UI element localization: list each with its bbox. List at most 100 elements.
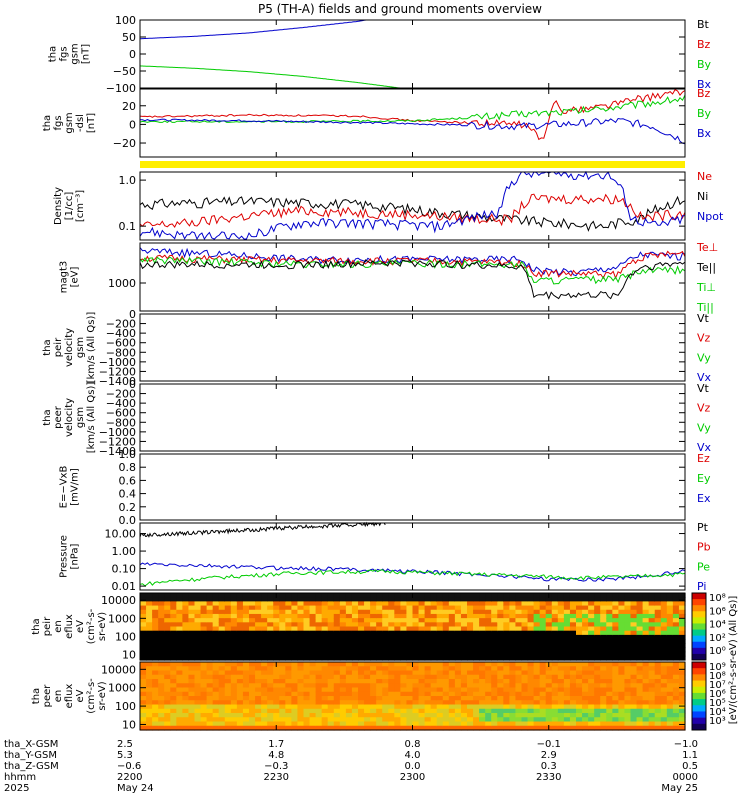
spectrogram-cell xyxy=(140,655,147,661)
spectrogram-cell xyxy=(479,622,486,628)
series-bx xyxy=(140,19,386,40)
spectrogram-cell xyxy=(533,696,541,701)
spectrogram-cell xyxy=(636,647,644,653)
spectrogram-cell xyxy=(394,634,401,640)
spectrogram-cell xyxy=(176,597,183,602)
spectrogram-cell xyxy=(242,626,250,632)
spectrogram-cell xyxy=(527,639,535,644)
spectrogram-cell xyxy=(158,626,165,632)
spectrogram-cell xyxy=(212,593,220,598)
spectrogram-cell xyxy=(460,630,468,636)
spectrogram-cell xyxy=(382,626,389,632)
spectrogram-cell xyxy=(206,674,214,680)
spectrogram-cell xyxy=(358,618,365,623)
spectrogram-cell xyxy=(642,725,650,731)
spectrogram-cell xyxy=(636,683,644,689)
spectrogram-cell xyxy=(279,704,286,710)
spectrogram-cell xyxy=(594,605,601,611)
spectrogram-cell xyxy=(230,691,238,697)
spectrogram-cell xyxy=(339,666,347,672)
spectrogram-cell xyxy=(448,666,456,672)
spectrogram-cell xyxy=(297,691,305,697)
spectrogram-cell xyxy=(236,696,244,701)
spectrogram-cell xyxy=(285,696,292,701)
spectrogram-cell xyxy=(315,725,323,731)
spectrogram-cell xyxy=(291,725,299,731)
spectrogram-cell xyxy=(582,643,589,649)
spectrogram-cell xyxy=(267,622,274,628)
yellow-flag-bar xyxy=(140,161,685,168)
spectrogram-cell xyxy=(394,670,401,676)
spectrogram-cell xyxy=(600,597,607,602)
spectrogram-cell xyxy=(569,609,577,615)
spectrogram-cell xyxy=(672,630,680,636)
spectrogram-cell xyxy=(182,662,190,667)
y-tick-label: −400 xyxy=(106,327,136,340)
spectrogram-cell xyxy=(255,691,262,697)
spectrogram-cell xyxy=(473,717,480,723)
spectrogram-cell xyxy=(146,593,153,598)
spectrogram-cell xyxy=(164,630,171,636)
spectrogram-cell xyxy=(654,630,662,636)
spectrogram-cell xyxy=(454,708,462,714)
spectrogram-cell xyxy=(460,683,468,689)
spectrogram-cell xyxy=(636,687,644,693)
spectrogram-cell xyxy=(551,674,559,680)
spectrogram-cell xyxy=(606,691,613,697)
spectrogram-cell xyxy=(545,700,553,706)
spectrogram-cell xyxy=(539,655,547,661)
spectrogram-cell xyxy=(636,670,644,676)
spectrogram-cell xyxy=(497,647,504,653)
spectrogram-cell xyxy=(642,601,650,607)
spectrogram-cell xyxy=(224,655,232,661)
spectrogram-cell xyxy=(485,713,492,718)
y-axis-label: [mV/m] xyxy=(70,468,81,506)
spectrogram-cell xyxy=(612,651,619,657)
spectrogram-cell xyxy=(345,666,353,672)
spectrogram-cell xyxy=(285,639,292,644)
spectrogram-cell xyxy=(297,647,305,653)
spectrogram-cell xyxy=(588,717,595,723)
spectrogram-cell xyxy=(497,613,504,619)
spectrogram-cell xyxy=(206,666,214,672)
spectrogram-cell xyxy=(642,704,650,710)
spectrogram-cell xyxy=(140,605,147,611)
spectrogram-cell xyxy=(327,597,335,602)
spectrogram-cell xyxy=(158,713,165,718)
spectrogram-cell xyxy=(279,662,286,667)
spectrogram-cell xyxy=(273,626,280,632)
spectrogram-cell xyxy=(448,643,456,649)
spectrogram-cell xyxy=(279,674,286,680)
spectrogram-cell xyxy=(194,704,202,710)
spectrogram-cell xyxy=(636,721,644,727)
spectrogram-cell xyxy=(170,639,177,644)
spectrogram-cell xyxy=(267,643,274,649)
spectrogram-cell xyxy=(430,597,438,602)
spectrogram-cell xyxy=(460,605,468,611)
spectrogram-cell xyxy=(479,674,486,680)
spectrogram-cell xyxy=(182,655,190,661)
spectrogram-cell xyxy=(642,683,650,689)
spectrogram-cell xyxy=(454,601,462,607)
spectrogram-cell xyxy=(291,700,299,706)
spectrogram-cell xyxy=(176,717,183,723)
spectrogram-cell xyxy=(479,708,486,714)
spectrogram-cell xyxy=(242,651,250,657)
spectrogram-cell xyxy=(200,651,208,657)
spectrogram-cell xyxy=(485,618,492,623)
spectrogram-cell xyxy=(236,691,244,697)
spectrogram-cell xyxy=(551,618,559,623)
legend-entry: Ex xyxy=(697,492,711,505)
spectrogram-cell xyxy=(212,666,220,672)
spectrogram-cell xyxy=(146,618,153,623)
spectrogram-cell xyxy=(551,708,559,714)
spectrogram-cell xyxy=(630,666,638,672)
spectrogram-cell xyxy=(485,670,492,676)
spectrogram-cell xyxy=(521,662,529,667)
spectrogram-cell xyxy=(624,704,632,710)
y-tick-label: 10 xyxy=(122,649,136,662)
spectrogram-cell xyxy=(648,626,656,632)
spectrogram-cell xyxy=(200,655,208,661)
spectrogram-cell xyxy=(255,713,262,718)
spectrogram-cell xyxy=(339,643,347,649)
